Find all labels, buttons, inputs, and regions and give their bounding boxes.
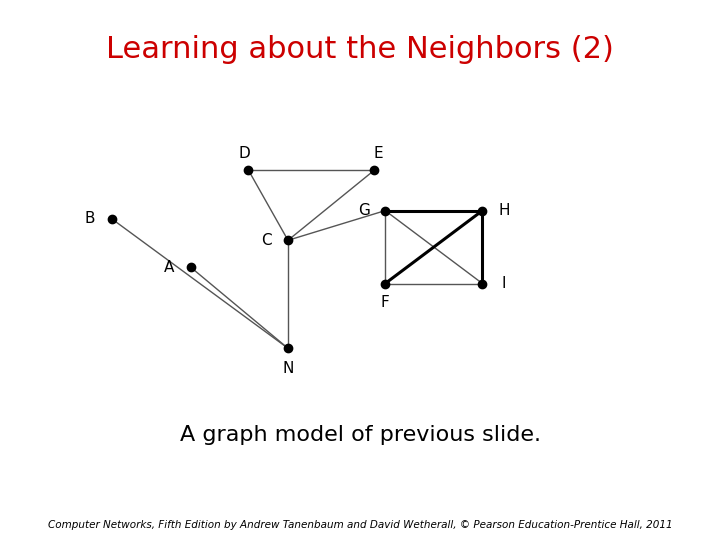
Text: N: N [282,361,294,376]
Text: F: F [381,295,390,310]
Text: A graph model of previous slide.: A graph model of previous slide. [179,424,541,445]
Text: Computer Networks, Fifth Edition by Andrew Tanenbaum and David Wetherall, © Pear: Computer Networks, Fifth Edition by Andr… [48,520,672,530]
Text: B: B [85,211,95,226]
Text: A: A [164,260,174,275]
Text: D: D [239,146,251,161]
Text: H: H [498,203,510,218]
Text: I: I [502,276,506,291]
Text: C: C [261,233,271,248]
Text: E: E [373,146,383,161]
Text: Learning about the Neighbors (2): Learning about the Neighbors (2) [106,35,614,64]
Text: G: G [358,203,369,218]
